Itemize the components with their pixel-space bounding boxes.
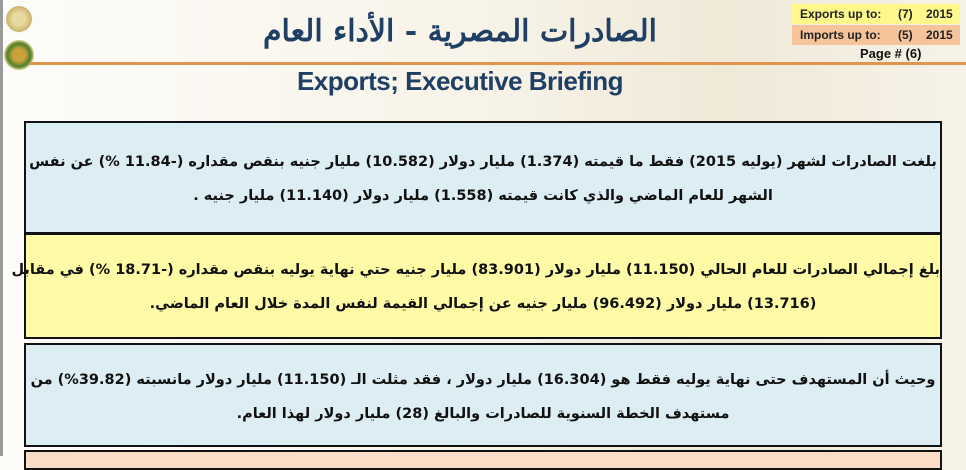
imports-up-to-badge: Imports up to: (5) 2015 bbox=[792, 25, 960, 45]
panel-text-line: الشهر للعام الماضي والذي كانت قيمته (1.5… bbox=[193, 188, 773, 204]
panel-text-line: بلغ إجمالي الصادرات للعام الحالي (11.150… bbox=[11, 262, 940, 278]
imports-month: (5) bbox=[898, 28, 913, 42]
page-number: Page # (6) bbox=[860, 46, 922, 61]
panel-text-line: مستهدف الخطة السنوية للصادرات والبالغ (2… bbox=[236, 406, 730, 422]
exports-year: 2015 bbox=[926, 7, 953, 21]
title-divider bbox=[30, 62, 966, 65]
arabic-page-title: الصادرات المصرية - الأداء العام bbox=[262, 14, 657, 49]
next-panel bbox=[24, 450, 942, 470]
monthly-exports-panel: بلغت الصادرات لشهر (يوليه 2015) فقط ما ق… bbox=[24, 121, 942, 234]
imports-year: 2015 bbox=[926, 28, 953, 42]
egypt-emblem-logo bbox=[4, 4, 34, 34]
imports-label: Imports up to: bbox=[800, 28, 881, 42]
panel-text-line: (13.716) مليار دولار (96.492) مليار جنيه… bbox=[149, 296, 817, 312]
exports-up-to-badge: Exports up to: (7) 2015 bbox=[792, 4, 960, 24]
ytd-exports-panel: بلغ إجمالي الصادرات للعام الحالي (11.150… bbox=[11, 233, 942, 339]
ministry-seal-logo bbox=[4, 40, 34, 70]
page-edge bbox=[0, 0, 3, 456]
english-page-title: Exports; Executive Briefing bbox=[296, 66, 624, 96]
panel-text-line: وحيث أن المستهدف حتى نهاية يوليه فقط هو … bbox=[30, 372, 936, 388]
exports-label: Exports up to: bbox=[800, 7, 882, 21]
exports-month: (7) bbox=[898, 7, 913, 21]
panel-text-line: بلغت الصادرات لشهر (يوليه 2015) فقط ما ق… bbox=[29, 154, 937, 170]
target-exports-panel: وحيث أن المستهدف حتى نهاية يوليه فقط هو … bbox=[24, 343, 942, 447]
